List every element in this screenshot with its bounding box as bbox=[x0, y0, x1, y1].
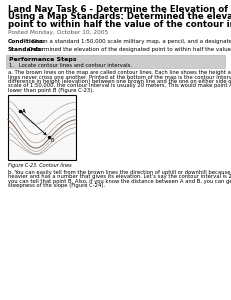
Text: scale of 1:50,000, the contour interval is usually 20 meters. This would make po: scale of 1:50,000, the contour interval … bbox=[8, 83, 231, 88]
Text: Posted Monday, October 10, 2005: Posted Monday, October 10, 2005 bbox=[8, 30, 108, 35]
Text: you can tell that point B. Also, if you know the distance between A and B, you c: you can tell that point B. Also, if you … bbox=[8, 179, 231, 184]
Text: A: A bbox=[22, 109, 26, 114]
Text: point to within half the value of the contour interval.: point to within half the value of the co… bbox=[8, 20, 231, 28]
Text: Given a standard 1:50,000 scale military map, a pencil, and a designated point o: Given a standard 1:50,000 scale military… bbox=[30, 39, 231, 44]
Bar bbox=[6, 55, 225, 68]
Text: heavier and has a number that gives its elevation. Let’s say the contour interva: heavier and has a number that gives its … bbox=[8, 174, 231, 179]
Text: Using a Map Standards: Determined the elevation of the designated: Using a Map Standards: Determined the el… bbox=[8, 12, 231, 21]
Text: a. The brown lines on the map are called contour lines. Each line shows the heig: a. The brown lines on the map are called… bbox=[8, 70, 231, 75]
Text: lines never cross one another. Printed at the bottom of the map is the contour i: lines never cross one another. Printed a… bbox=[8, 74, 231, 80]
Text: lower than point B (Figure C-23).: lower than point B (Figure C-23). bbox=[8, 88, 94, 93]
Text: b. You can easily tell from the brown lines the direction of uphill or downhill : b. You can easily tell from the brown li… bbox=[8, 170, 231, 175]
Text: Performance Steps: Performance Steps bbox=[9, 57, 76, 62]
Text: difference in height (elevation) between one brown line and the one on either si: difference in height (elevation) between… bbox=[8, 79, 231, 84]
Bar bbox=[8, 95, 76, 160]
Text: Determined the elevation of the designated point to within half the value of the: Determined the elevation of the designat… bbox=[27, 46, 231, 52]
Text: 1.   Locate contour lines and contour intervals.: 1. Locate contour lines and contour inte… bbox=[9, 63, 132, 68]
Text: Figure C-23. Contour lines: Figure C-23. Contour lines bbox=[8, 163, 72, 168]
Text: Standards:: Standards: bbox=[8, 46, 45, 52]
Text: B: B bbox=[51, 138, 54, 143]
Text: steepness of the slope (Figure C-24).: steepness of the slope (Figure C-24). bbox=[8, 183, 105, 188]
Text: Land Nav Task 6 - Determine the Elevation of a Point on the Ground: Land Nav Task 6 - Determine the Elevatio… bbox=[8, 5, 231, 14]
Text: Conditions:: Conditions: bbox=[8, 39, 46, 44]
